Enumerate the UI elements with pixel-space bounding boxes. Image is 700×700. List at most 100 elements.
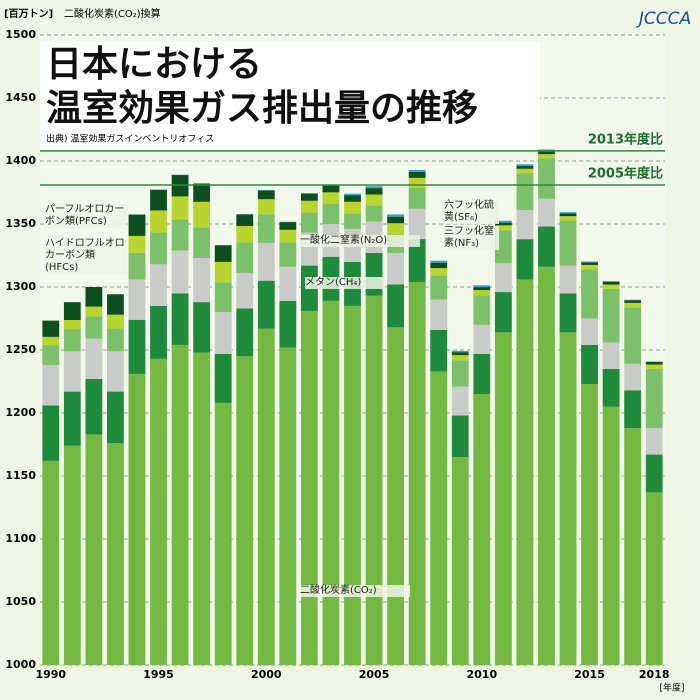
bar-segment bbox=[193, 302, 211, 353]
y-label-note: 二酸化炭素(CO₂)換算 bbox=[64, 7, 161, 20]
bar-segment bbox=[107, 328, 124, 352]
bar-segment bbox=[85, 287, 103, 307]
bar-segment bbox=[42, 320, 60, 337]
bar-segment bbox=[408, 239, 426, 282]
bar-segment bbox=[408, 177, 426, 188]
bar-segment bbox=[559, 216, 577, 221]
bar-segment bbox=[451, 386, 469, 416]
bar-segment bbox=[193, 183, 211, 202]
bar-segment bbox=[128, 373, 146, 665]
bar-segment bbox=[581, 262, 598, 265]
bar-segment bbox=[473, 394, 491, 665]
bar-segment bbox=[322, 203, 340, 224]
bar-segment bbox=[365, 194, 383, 206]
bar-segment bbox=[63, 302, 81, 321]
bar-segment bbox=[300, 193, 318, 201]
bar-segment bbox=[279, 242, 297, 267]
bar-segment bbox=[85, 316, 103, 339]
bar-segment bbox=[107, 294, 124, 315]
bar-segment bbox=[494, 332, 512, 665]
bar-segment bbox=[85, 306, 103, 317]
bar-segment bbox=[171, 250, 189, 294]
bar-segment bbox=[559, 220, 577, 266]
bar-segment bbox=[171, 196, 189, 220]
bar-segment bbox=[430, 268, 448, 276]
y-tick-label: 1350 bbox=[5, 217, 36, 230]
chart-title: 温室効果ガス排出量の推移 bbox=[46, 88, 478, 129]
bar-segment bbox=[408, 171, 426, 178]
bar-segment bbox=[128, 252, 146, 280]
bar-segment bbox=[128, 214, 146, 236]
reference-label: 2005年度比 bbox=[588, 165, 663, 181]
bar-segment bbox=[538, 198, 555, 227]
bar-segment bbox=[408, 208, 426, 240]
logo: JCCCA bbox=[636, 9, 691, 29]
bar-segment bbox=[322, 185, 340, 193]
bar-segment bbox=[387, 327, 405, 665]
bar-segment bbox=[193, 258, 211, 303]
bar-segment bbox=[365, 252, 383, 296]
bar-segment bbox=[494, 220, 512, 223]
bar-segment bbox=[451, 355, 469, 361]
bar-segment bbox=[581, 261, 598, 263]
bar-segment bbox=[516, 164, 534, 167]
bar-segment bbox=[257, 328, 275, 665]
bar-segment bbox=[516, 210, 534, 240]
bar-segment bbox=[581, 318, 598, 345]
bar-segment bbox=[257, 199, 275, 215]
y-tick-label: 1450 bbox=[5, 91, 36, 104]
bar-segment bbox=[645, 492, 663, 665]
bar-segment bbox=[494, 263, 512, 293]
bar-segment bbox=[602, 284, 620, 289]
bar-segment bbox=[85, 378, 103, 435]
bar-segment bbox=[408, 187, 426, 209]
bar-segment bbox=[63, 351, 81, 392]
bar-segment bbox=[559, 332, 577, 665]
bar-segment bbox=[107, 391, 124, 444]
x-tick-label: 2018 bbox=[639, 668, 670, 681]
bar-segment bbox=[451, 457, 469, 665]
bar-segment bbox=[559, 212, 577, 214]
bar-segment bbox=[581, 384, 598, 665]
bar-segment bbox=[150, 189, 167, 211]
bar-segment bbox=[42, 460, 60, 665]
bar-segment bbox=[63, 391, 81, 446]
bar-segment bbox=[63, 329, 81, 352]
bar-segment bbox=[538, 158, 555, 199]
x-tick-label: 2010 bbox=[466, 668, 497, 681]
bar-segment bbox=[171, 344, 189, 665]
bar-segment bbox=[624, 307, 642, 364]
bar-segment bbox=[430, 329, 448, 372]
bar-segment bbox=[150, 264, 167, 306]
bar-segment bbox=[430, 371, 448, 665]
bar-segment bbox=[236, 226, 254, 243]
bar-segment bbox=[150, 305, 167, 359]
bar-segment bbox=[322, 300, 340, 665]
bar-segment bbox=[387, 214, 405, 217]
bar-segment bbox=[257, 214, 275, 243]
bar-segment bbox=[150, 232, 167, 265]
bar-segment bbox=[645, 454, 663, 493]
bar-segment bbox=[257, 190, 275, 200]
bar-segment bbox=[473, 290, 491, 296]
x-tick-label: 2015 bbox=[574, 668, 605, 681]
series-label: メタン(CH₄) bbox=[305, 277, 385, 289]
bar-segment bbox=[645, 361, 663, 365]
bar-segment bbox=[473, 353, 491, 395]
bar-segment bbox=[193, 352, 211, 665]
bar-segment bbox=[624, 299, 642, 301]
bar-segment bbox=[602, 342, 620, 369]
bar-segment bbox=[451, 352, 469, 356]
bar-segment bbox=[85, 434, 103, 665]
bar-segment bbox=[387, 223, 405, 235]
x-tick-label: 2000 bbox=[251, 668, 282, 681]
bar-segment bbox=[365, 186, 383, 189]
bar-segment bbox=[128, 319, 146, 374]
bar-segment bbox=[279, 222, 297, 230]
x-tick-label: 1990 bbox=[35, 668, 66, 681]
series-label: 一酸化二窒素(N₂O) bbox=[300, 235, 420, 247]
y-tick-label: 1050 bbox=[5, 595, 36, 608]
x-label: [年度] bbox=[659, 682, 684, 694]
bar-segment bbox=[494, 292, 512, 333]
